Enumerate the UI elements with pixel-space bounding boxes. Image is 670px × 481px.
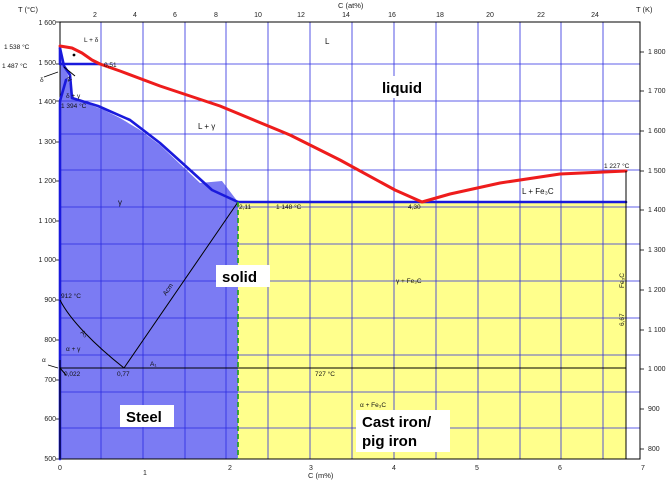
bottom-tick: 4 — [392, 465, 396, 472]
phase-gamma: γ — [118, 198, 122, 207]
top-tick: 16 — [388, 12, 396, 19]
right-tick: 800 — [648, 446, 660, 453]
alpha-pointer — [47, 364, 59, 369]
left-tick: 1 100 — [38, 218, 56, 225]
left-tick: 1 400 — [38, 99, 56, 106]
left-tick: 1 600 — [38, 20, 56, 27]
liquid-label: liquid — [382, 80, 422, 97]
annotation-211: 2,11 — [239, 204, 252, 211]
top-tick: 6 — [173, 12, 177, 19]
top-tick-labels: 2 4 6 8 10 12 14 16 18 20 22 24 — [93, 12, 599, 19]
right-tick: 1 800 — [648, 49, 666, 56]
cast-iron-label-box: Cast iron/ pig iron — [356, 410, 450, 452]
phase-delta: δ — [40, 77, 44, 84]
top-tick: 10 — [254, 12, 262, 19]
cast-iron-region — [238, 202, 626, 459]
annotation-727: 727 °C — [315, 370, 335, 378]
top-tick: 14 — [342, 12, 350, 19]
top-tick: 22 — [537, 12, 545, 19]
phase-delta-gamma: δ + γ — [66, 93, 81, 100]
right-tick: 1 700 — [648, 88, 666, 95]
annotation-1227: 1 227 °C — [604, 162, 630, 170]
top-tick: 4 — [133, 12, 137, 19]
steel-label: Steel — [126, 409, 162, 426]
left-tick: 1 300 — [38, 139, 56, 146]
right-tick: 1 300 — [648, 247, 666, 254]
phase-L-fe3c: L + Fe₃C — [522, 187, 554, 196]
delta-pointer — [43, 71, 59, 78]
line-label-A3: A₃ — [79, 329, 89, 339]
top-tick: 12 — [297, 12, 305, 19]
solid-label-box: solid — [216, 265, 270, 287]
phase-L-delta: L + δ — [84, 37, 99, 44]
construction-lines — [59, 66, 627, 459]
top-tick: 18 — [436, 12, 444, 19]
liquid-label-box: liquid — [376, 76, 430, 98]
phase-L: L — [325, 37, 330, 46]
bottom-tick: 6 — [558, 465, 562, 472]
liquidus-line — [58, 44, 628, 204]
peritectic-point — [72, 53, 76, 57]
bottom-tick: 1 — [143, 470, 147, 477]
line-label-A1: A₁ — [150, 361, 157, 368]
annotation-1148: 1 148 °C — [276, 203, 302, 211]
cast-iron-label-line1: Cast iron/ — [362, 414, 432, 431]
annotation-667: 6,67 — [619, 313, 626, 326]
right-tick: 1 200 — [648, 287, 666, 294]
cast-iron-label-line2: pig iron — [362, 433, 417, 450]
left-tick-labels: 500 600 700 800 900 1 000 1 100 1 200 1 … — [38, 20, 56, 463]
annotation-0022: 0,022 — [64, 371, 81, 378]
left-tick: 800 — [44, 337, 56, 344]
right-tick: 900 — [648, 406, 660, 413]
right-tick: 1 600 — [648, 128, 666, 135]
phase-alpha-gamma: α + γ — [66, 346, 81, 353]
left-axis-title: T (°C) — [18, 5, 38, 14]
left-tick: 1 500 — [38, 60, 56, 67]
annotation-1538: 1 538 °C — [4, 43, 30, 51]
steel-label-box: Steel — [120, 405, 174, 427]
annotation-1487: 1 487 °C — [2, 62, 28, 70]
right-axis-title: T (K) — [636, 5, 653, 14]
annotation-1394: 1 394 °C — [61, 102, 87, 110]
phase-gamma-fe3c: γ + Fe₃C — [396, 278, 422, 285]
grid — [60, 22, 640, 459]
solid-label: solid — [222, 269, 257, 286]
bottom-tick: 3 — [309, 465, 313, 472]
bottom-tick-labels: 0 1 2 3 4 5 6 7 — [58, 465, 645, 477]
bottom-tick: 5 — [475, 465, 479, 472]
left-tick: 500 — [44, 456, 56, 463]
bottom-tick: 0 — [58, 465, 62, 472]
phase-alpha-fe3c: α + Fe₃C — [360, 402, 386, 409]
top-axis-title: C (at%) — [338, 1, 364, 10]
annotation-430: 4,30 — [408, 204, 421, 211]
annotation-051: 0,51 — [104, 62, 117, 69]
left-tick: 900 — [44, 297, 56, 304]
right-tick: 1 400 — [648, 207, 666, 214]
annotation-912: 912 °C — [61, 292, 81, 300]
right-tick: 1 100 — [648, 327, 666, 334]
phase-L-gamma: L + γ — [198, 122, 215, 131]
austenite-region — [60, 59, 238, 459]
bottom-axis-title: C (m%) — [308, 471, 334, 480]
phase-alpha: α — [42, 357, 46, 364]
line-label-N: N — [64, 76, 73, 84]
right-tick: 1 500 — [648, 168, 666, 175]
bottom-tick: 2 — [228, 465, 232, 472]
left-tick: 1 200 — [38, 178, 56, 185]
phase-fe3c-vertical: Fe₃C — [619, 273, 626, 288]
left-tick: 600 — [44, 416, 56, 423]
annotation-077: 0,77 — [117, 371, 130, 378]
bottom-tick: 7 — [641, 465, 645, 472]
solidus-lines — [58, 46, 628, 461]
left-tick: 700 — [44, 377, 56, 384]
top-tick: 2 — [93, 12, 97, 19]
right-tick: 1 000 — [648, 366, 666, 373]
top-tick: 20 — [486, 12, 494, 19]
top-tick: 8 — [214, 12, 218, 19]
right-tick-labels: 800 900 1 000 1 100 1 200 1 300 1 400 1 … — [648, 49, 666, 453]
left-tick: 1 000 — [38, 257, 56, 264]
top-tick: 24 — [591, 12, 599, 19]
